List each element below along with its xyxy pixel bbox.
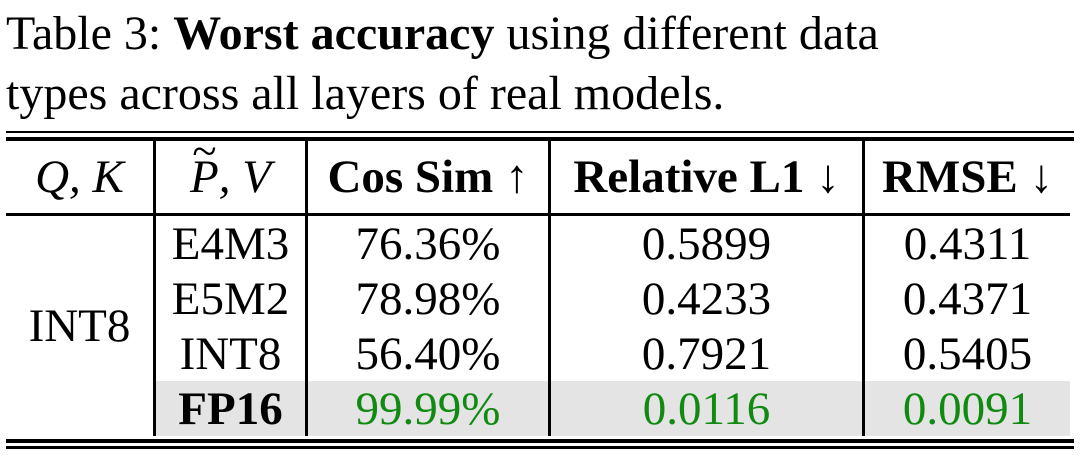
cell-rmse-e5m2: 0.4371 xyxy=(862,271,1070,326)
cell-cos-sim-fp16: 99.99% xyxy=(305,381,548,436)
cell-rel-l1-fp16: 0.0116 xyxy=(548,381,862,436)
table-top-rule xyxy=(6,131,1074,141)
cell-rmse-int8: 0.5405 xyxy=(862,326,1070,381)
table-caption: Table 3: Worst accuracy using different … xyxy=(0,0,1080,124)
cell-dtype-int8: INT8 xyxy=(153,326,305,381)
col-header-pv: ~ P, V xyxy=(153,126,305,216)
caption-bold-phrase: Worst accuracy xyxy=(173,7,495,60)
cell-cos-sim-e5m2: 78.98% xyxy=(305,271,548,326)
p-tilde-symbol: ~ P xyxy=(190,126,219,203)
cell-rel-l1-e5m2: 0.4233 xyxy=(548,271,862,326)
cell-dtype-e4m3: E4M3 xyxy=(153,216,305,271)
cell-dtype-fp16: FP16 xyxy=(153,381,305,436)
caption-prefix: Table 3: xyxy=(6,7,174,60)
cell-cos-sim-e4m3: 76.36% xyxy=(305,216,548,271)
col-header-rmse: RMSE ↓ xyxy=(862,141,1070,216)
row-group-label-int8: INT8 xyxy=(28,300,131,352)
results-table: Q, K ~ P, V Cos Sim ↑ Relative L1 ↓ RMSE … xyxy=(6,126,1074,436)
caption-line-2: types across all layers of real models. xyxy=(6,67,725,120)
cell-rmse-e4m3: 0.4311 xyxy=(862,216,1070,271)
cell-rmse-fp16: 0.0091 xyxy=(862,381,1070,436)
caption-rest: using different data xyxy=(494,7,879,60)
cell-rel-l1-int8: 0.7921 xyxy=(548,326,862,381)
cell-rel-l1-e4m3: 0.5899 xyxy=(548,216,862,271)
cell-cos-sim-int8: 56.40% xyxy=(305,326,548,381)
cell-dtype-e5m2: E5M2 xyxy=(153,271,305,326)
col-header-qk: Q, K xyxy=(6,141,153,216)
col-header-cos-sim: Cos Sim ↑ xyxy=(305,141,548,216)
tilde-accent: ~ xyxy=(192,126,217,177)
table-bottom-rule xyxy=(6,439,1074,449)
caption-line-1: Table 3: Worst accuracy using different … xyxy=(6,4,1078,64)
col-header-relative-l1: Relative L1 ↓ xyxy=(548,141,862,216)
